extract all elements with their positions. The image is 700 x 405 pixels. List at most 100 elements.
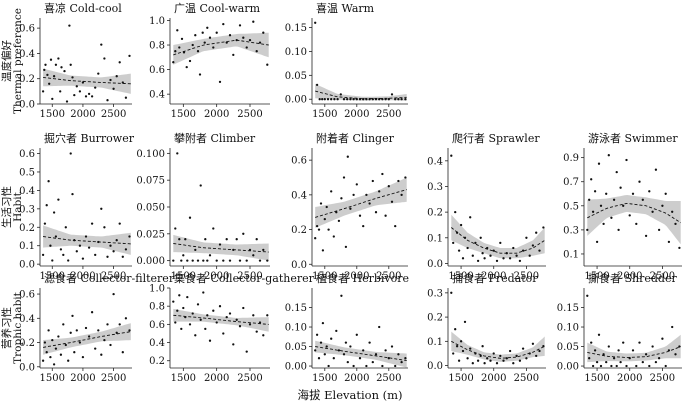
data-point — [252, 314, 255, 317]
data-point — [528, 254, 531, 257]
data-point — [476, 259, 480, 263]
y-tick-label: 0.2 — [19, 338, 35, 349]
data-point — [481, 345, 484, 348]
y-tick-label: 0.3 — [427, 182, 443, 193]
data-point — [378, 325, 381, 329]
data-point — [346, 98, 349, 101]
data-point — [172, 61, 175, 64]
data-point — [65, 100, 69, 103]
x-tick-label: 1500 — [448, 271, 473, 282]
row-label-en: Habit — [12, 191, 24, 221]
x-tick-label: 2000 — [344, 373, 369, 384]
data-point — [337, 219, 341, 223]
data-point — [78, 244, 82, 247]
data-point — [222, 259, 225, 262]
data-point — [638, 180, 641, 183]
data-point — [499, 241, 502, 245]
data-point — [476, 359, 480, 362]
data-point — [371, 179, 374, 183]
x-tick-label: 2500 — [237, 271, 262, 282]
data-point — [648, 190, 651, 193]
data-point — [112, 292, 115, 296]
data-point — [648, 364, 651, 368]
data-point — [225, 41, 228, 44]
data-point — [255, 330, 258, 333]
data-point — [397, 179, 400, 183]
data-point — [314, 21, 317, 24]
data-point — [63, 69, 66, 73]
data-point — [455, 345, 459, 348]
y-tick-label: 0.025 — [136, 229, 165, 240]
data-point — [340, 197, 343, 200]
data-point — [327, 364, 330, 368]
data-point — [172, 259, 175, 262]
data-point — [631, 192, 635, 195]
data-point — [327, 228, 330, 231]
y-tick-label: 0.15 — [285, 303, 307, 314]
data-point — [318, 98, 321, 101]
data-point — [508, 349, 512, 353]
panel-title: 撕食者 Shredder — [588, 271, 677, 285]
data-point — [404, 357, 407, 360]
x-tick-label: 1500 — [171, 373, 196, 384]
data-point — [631, 349, 635, 352]
data-point — [337, 349, 341, 352]
data-point — [222, 22, 225, 26]
data-point — [595, 240, 599, 244]
panel-1: 广温 Cool-warm 1500 2000 2500 0.4 0.6 0.8 1.0 — [149, 2, 270, 120]
x-tick-label: 1500 — [312, 109, 337, 120]
data-point — [538, 349, 541, 353]
data-point — [194, 248, 197, 252]
x-tick-label: 2500 — [101, 373, 126, 384]
data-point — [208, 254, 212, 257]
data-point — [597, 162, 601, 165]
data-point — [400, 98, 403, 101]
data-point — [355, 183, 358, 186]
data-point — [667, 240, 671, 244]
y-tick-label: 0.05 — [285, 342, 307, 353]
data-point — [252, 20, 255, 23]
data-point — [235, 318, 238, 321]
data-point — [67, 359, 70, 362]
y-tick-label: 0.10 — [285, 47, 307, 58]
data-point — [599, 204, 603, 207]
data-point — [330, 337, 333, 340]
data-point — [657, 228, 661, 232]
panel-0: 喜凉 Cold-cool 1500 2000 2500 0.0 0.2 0.4 0.6 — [19, 1, 132, 120]
data-point — [118, 61, 121, 64]
data-point — [404, 98, 407, 101]
data-point — [57, 198, 60, 201]
data-point — [128, 235, 131, 238]
data-point — [397, 353, 400, 356]
data-point — [352, 193, 355, 197]
data-point — [315, 333, 319, 336]
y-tick-label: 0.2 — [19, 74, 35, 85]
data-point — [374, 211, 378, 214]
data-point — [671, 325, 674, 329]
data-point — [215, 321, 218, 324]
data-point — [184, 238, 187, 241]
confidence-band — [451, 214, 545, 259]
panel-title: 广温 Cool-warm — [174, 2, 261, 15]
data-point — [404, 176, 407, 179]
data-point — [454, 210, 457, 214]
data-point — [664, 192, 667, 195]
data-point — [203, 41, 206, 44]
data-point — [394, 98, 397, 101]
data-point — [452, 352, 455, 355]
data-point — [75, 250, 78, 253]
data-point — [52, 363, 56, 366]
data-point — [515, 354, 518, 358]
data-point — [100, 207, 103, 210]
y-tick-label: 0.9 — [563, 153, 579, 164]
y-tick-label: 0.8 — [149, 41, 165, 52]
data-point — [531, 244, 535, 247]
data-point — [258, 41, 262, 44]
data-point — [262, 31, 265, 34]
y-tick-label: 0.6 — [19, 290, 35, 301]
data-point — [43, 222, 47, 225]
data-point — [664, 364, 667, 368]
panel-5: 附着者 Clinger 1500 2000 2500 0.0 0.2 0.4 0.6 — [291, 131, 408, 282]
data-point — [54, 347, 58, 350]
data-point — [335, 329, 338, 333]
